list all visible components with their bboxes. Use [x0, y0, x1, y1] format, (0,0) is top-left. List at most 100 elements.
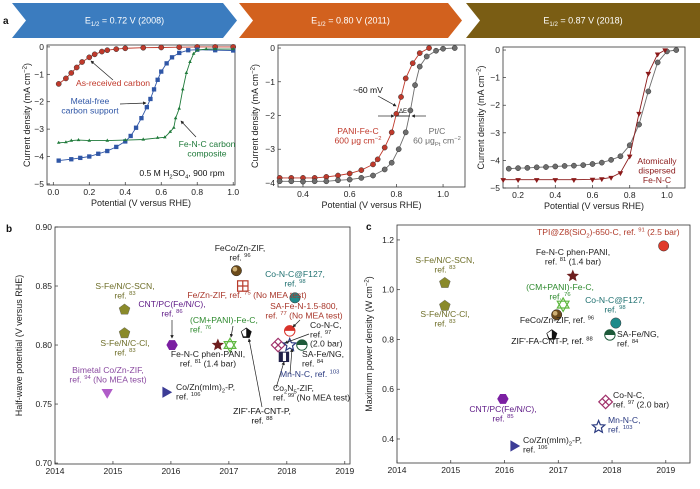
subscript: 2	[586, 234, 589, 240]
y-tick-label: −2	[265, 110, 275, 120]
superscript: −2	[454, 136, 461, 142]
superscript: 103	[330, 370, 340, 376]
annotation-arrow	[377, 95, 397, 107]
data-point	[589, 177, 596, 183]
text-segment: Fe-N-C	[643, 175, 671, 185]
superscript: 81	[195, 359, 201, 365]
timeline-banner-3	[466, 3, 700, 38]
text-segment: Pt/C	[429, 126, 446, 136]
text-segment: = 0.72 V (2008)	[99, 16, 164, 26]
text-segment: Mn-N-C,	[608, 415, 640, 425]
text-segment: ref.	[302, 358, 317, 368]
data-point	[381, 166, 388, 173]
point-label: ZIF'-FA-CNT-P, ref. 88	[511, 336, 593, 346]
x-tick-label: 2015	[103, 466, 122, 476]
text-segment: )	[22, 63, 32, 66]
point-label: Co-N-C@F127,	[585, 295, 645, 305]
text-segment: -ZIF,	[297, 383, 314, 393]
data-point-marker	[236, 280, 249, 292]
superscript: 97	[325, 330, 331, 336]
x-tick-label: 0.6	[587, 190, 599, 200]
plot-frame	[277, 44, 466, 188]
x-tick-label: 2018	[277, 466, 296, 476]
x-axis-label: Potential (V versus RHE)	[544, 201, 644, 211]
text-segment: ZIF'-FA-CNT-P,	[233, 406, 291, 416]
text-segment: SA-Fe/NG,	[617, 329, 659, 339]
point-label: ref. 97	[310, 329, 331, 339]
data-point	[311, 178, 318, 185]
data-point	[155, 77, 160, 82]
subscript: 5	[293, 390, 296, 396]
y-axis-label: Maximum power density (W cm−2)	[364, 276, 375, 412]
point-label: (CM+PANI)-Fe-C,	[526, 282, 594, 292]
annotation-arrow	[289, 348, 294, 375]
data-point	[433, 47, 439, 54]
superscript: 84	[632, 339, 639, 345]
text-segment: Fe-N-C phen-PANI,	[536, 247, 610, 257]
text-segment: (1.4 bar)	[566, 256, 601, 266]
data-point	[56, 158, 61, 163]
y-axis-label: Current density (mA cm−2)	[250, 64, 261, 168]
subscript: 2	[569, 442, 572, 448]
point-label: Co-N-C,	[613, 390, 645, 400]
data-point	[184, 70, 189, 74]
data-point	[151, 87, 157, 92]
x-tick-label: 2017	[549, 465, 568, 475]
superscript: −2	[364, 279, 371, 287]
data-point	[654, 59, 661, 66]
data-point	[370, 172, 376, 179]
point-label: S-Fe/N/C-Cl,	[420, 309, 469, 319]
text-segment: SA-Fe/NG,	[302, 349, 344, 359]
data-point	[204, 47, 208, 51]
text-segment: (No MEA test)	[294, 392, 350, 402]
y-tick-label: −4	[34, 152, 44, 162]
series-line	[279, 47, 455, 183]
text-segment: ref.	[617, 338, 632, 348]
x-tick-label: 2017	[219, 466, 238, 476]
point-label: ref. 98	[284, 278, 305, 288]
plot-frame	[46, 44, 236, 186]
text-segment: ref.	[69, 374, 84, 384]
text-segment: ref.	[608, 424, 623, 434]
panel-a3: 0.2 0.4 0.6 0.8 1.0 0 −1 −2 −3 −4 −5 Potential (V v…	[476, 45, 686, 211]
point-label: ref. 94 (No MEA test)	[69, 374, 146, 384]
y-tick-label: 0	[39, 42, 44, 52]
data-point	[323, 178, 330, 185]
x-tick-label: 0.6	[155, 187, 167, 197]
data-point	[104, 47, 111, 54]
x-tick-label: 2018	[603, 465, 622, 475]
point-label: ZIF'-FA-CNT-P,	[233, 406, 291, 416]
text-segment: (2.5 bar)	[645, 227, 680, 237]
x-tick-label: 0.4	[297, 189, 309, 199]
superscript: 96	[588, 316, 594, 322]
data-point	[358, 175, 365, 181]
data-point-marker	[597, 394, 614, 410]
x-tick-label: 0.2	[83, 187, 95, 197]
data-point	[55, 81, 62, 87]
data-point-marker	[162, 386, 173, 398]
annotation-arrow	[229, 325, 234, 338]
series-label: dispersed	[638, 166, 675, 176]
superscript: 103	[623, 425, 633, 431]
data-point	[78, 155, 83, 161]
y-tick-label: −4	[265, 178, 275, 188]
text-segment: Maximum power density (W cm	[364, 286, 374, 412]
text-segment: ref.	[229, 252, 244, 262]
data-point-marker	[223, 337, 237, 354]
data-point	[533, 178, 540, 183]
superscript: 88	[586, 337, 592, 343]
text-segment: ref.	[190, 324, 205, 334]
text-segment: Atomically	[637, 156, 677, 166]
series-label: Atomically	[637, 156, 677, 166]
point-label: ref. 81 (1.4 bar)	[545, 256, 601, 266]
x-tick-label: 2014	[46, 466, 65, 476]
series-label: Metal-free	[71, 96, 110, 106]
data-point	[158, 44, 165, 51]
text-segment: ref.	[545, 256, 560, 266]
superscript: 98	[299, 279, 305, 285]
data-point	[571, 162, 577, 169]
text-segment: )	[476, 66, 486, 69]
data-point	[598, 159, 605, 166]
data-point-marker	[240, 327, 252, 338]
